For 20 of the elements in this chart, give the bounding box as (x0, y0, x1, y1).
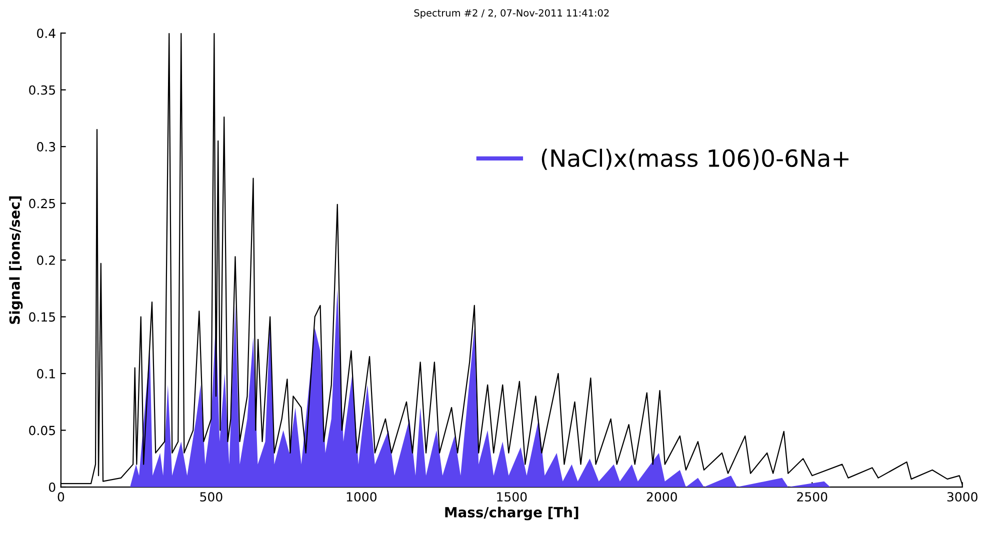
x-tick-label: 0 (58, 492, 64, 502)
y-tick-label: 0.2 (37, 256, 55, 265)
legend-label: (NaCl)x(mass 106)0-6Na+ (542, 148, 848, 170)
x-axis-title: Mass/charge [Th] (445, 506, 578, 520)
y-tick-label: 0.15 (29, 312, 55, 322)
x-tick-label: 3000 (947, 492, 978, 502)
y-axis-title: Signal [ions/sec] (9, 196, 23, 324)
y-tick-label: 0.35 (29, 85, 55, 95)
y-tick-label: 0.05 (29, 426, 55, 436)
y-tick-label: 0.1 (37, 369, 55, 378)
y-tick-label: 0 (48, 482, 56, 492)
y-tick-label: 0.25 (29, 198, 55, 208)
chart-title: Spectrum #2 / 2, 07-Nov-2011 11:41:02 (414, 9, 609, 18)
x-tick-label: 2500 (797, 492, 828, 502)
x-tick-label: 500 (200, 492, 222, 502)
x-tick-label: 1500 (497, 492, 527, 502)
y-tick-label: 0.4 (37, 28, 56, 38)
x-tick-label: 2000 (646, 492, 677, 502)
y-tick-label: 0.3 (37, 142, 56, 152)
x-tick-label: 1000 (346, 492, 376, 502)
